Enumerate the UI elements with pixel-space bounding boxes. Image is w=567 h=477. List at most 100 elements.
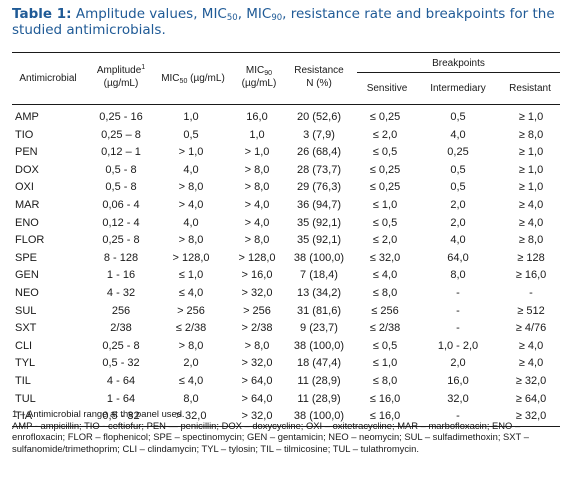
cell-sensitive: ≤ 32,0: [369, 251, 401, 264]
cell-resistance: 38 (100,0): [293, 410, 345, 423]
cell-resistant: ≥ 4,0: [518, 198, 544, 211]
table-row: OXI 0,5 - 8 > 8,0 > 8,0 29 (76,3) ≤ 0,25 0,5 ≥ …: [12, 178, 560, 196]
table-caption: Table 1: Amplitude values, MIC50, MIC90,…: [12, 6, 560, 38]
cell-resistant: ≥ 1,0: [518, 146, 544, 159]
cell-intermediary: 16,0: [447, 374, 469, 387]
cell-antimicrobial: SPE: [15, 251, 38, 264]
cell-intermediary: 0,5: [450, 181, 466, 194]
cell-sensitive: ≤ 0,25: [369, 111, 401, 123]
cell-mic50: > 1,0: [178, 146, 204, 159]
cell-resistant: ≥ 1,0: [518, 111, 544, 123]
cell-resistance: 28 (73,7): [296, 163, 342, 176]
cell-resistant: ≥ 8,0: [518, 128, 544, 141]
cell-antimicrobial: FLOR: [15, 234, 45, 247]
header-resistance-unit: N (%): [306, 78, 332, 89]
table-row: ENO 0,12 - 4 4,0 > 4,0 35 (92,1) ≤ 0,5 2,0 ≥ 4,…: [12, 214, 560, 232]
cell-sensitive: ≤ 8,0: [372, 286, 398, 299]
cell-resistance: 31 (81,6): [296, 304, 342, 317]
cell-resistance: 38 (100,0): [293, 339, 345, 352]
header-mic50-sub: 50: [179, 78, 188, 85]
cell-sensitive: ≤ 1,0: [372, 198, 398, 211]
cell-mic50: > 4,0: [178, 198, 204, 211]
cell-antimicrobial: TYL: [15, 357, 36, 370]
cell-antimicrobial: MAR: [15, 198, 40, 211]
table-row: SXT 2/38 ≤ 2/38 > 2/38 9 (23,7) ≤ 2/38 - ≥ 4/76: [12, 319, 560, 337]
header-sensitive: Sensitive: [366, 83, 408, 94]
cell-antimicrobial: SUL: [15, 304, 37, 317]
cell-mic90: > 32,0: [241, 410, 273, 423]
cell-sensitive: ≤ 16,0: [369, 392, 401, 405]
cell-mic50: ≤ 4,0: [178, 286, 204, 299]
cell-antimicrobial: OXI: [15, 181, 34, 194]
table-row: TIA 0,5 - 32 > 32,0 > 32,0 38 (100,0) ≤ 16,0 -…: [12, 407, 560, 425]
cell-resistance: 11 (28,9): [297, 392, 341, 405]
header-bottom-rule: [12, 104, 560, 105]
cell-amplitude: 0,06 - 4: [102, 198, 140, 211]
cell-mic50: ≤ 4,0: [178, 374, 204, 387]
cell-mic90: > 4,0: [244, 216, 270, 229]
cell-resistant: ≥ 4,0: [518, 339, 544, 352]
cell-mic90: > 64,0: [241, 392, 273, 405]
cell-sensitive: ≤ 0,5: [372, 146, 398, 159]
header-mic90-label: MIC: [245, 65, 265, 76]
cell-resistance: 9 (23,7): [300, 322, 338, 335]
cell-resistant: -: [529, 286, 533, 299]
cell-amplitude: 8 - 128: [103, 251, 139, 264]
cell-mic90: > 1,0: [244, 146, 270, 159]
cell-resistance: 13 (34,2): [296, 286, 342, 299]
footnote-range: 1 – Antimicrobial range at the panel use…: [12, 408, 185, 419]
cell-intermediary: -: [456, 322, 460, 335]
cell-intermediary: -: [456, 410, 460, 423]
table-row: TUL 1 - 64 8,0 > 64,0 11 (28,9) ≤ 16,0 32,0 ≥ 6…: [12, 390, 560, 408]
cell-intermediary: 0,5: [450, 163, 466, 176]
cell-mic90: > 8,0: [244, 234, 270, 247]
cell-mic90: 1,0: [249, 128, 265, 141]
table-row: TIL 4 - 64 ≤ 4,0 > 64,0 11 (28,9) ≤ 8,0 16,0 ≥ …: [12, 372, 560, 390]
cell-resistant: ≥ 16,0: [515, 269, 547, 282]
cell-intermediary: 1,0 - 2,0: [437, 339, 479, 352]
cell-intermediary: 0,25: [447, 146, 469, 159]
cell-resistance: 36 (94,7): [296, 198, 342, 211]
cell-intermediary: -: [456, 286, 460, 299]
cell-mic50: 8,0: [183, 392, 199, 405]
header-mic50: MIC50 (µg/mL): [156, 72, 230, 85]
cell-antimicrobial: CLI: [15, 339, 33, 352]
footnote-abbreviations: AMP - ampicillin; TIO - ceftiofur; PEN —…: [12, 419, 529, 454]
cell-amplitude: 0,25 - 8: [102, 234, 140, 247]
header-mic50-unit: (µg/mL): [190, 73, 225, 84]
cell-mic90: > 16,0: [241, 269, 273, 282]
cell-mic50: > 256: [177, 304, 205, 317]
cell-amplitude: 256: [111, 304, 131, 317]
cell-mic50: > 128,0: [172, 251, 210, 264]
cell-mic50: 2,0: [183, 357, 199, 370]
cell-mic50: ≤ 2/38: [175, 322, 207, 335]
cell-amplitude: 1 - 16: [106, 269, 136, 282]
cell-amplitude: 0,25 - 16: [99, 111, 143, 123]
cell-mic90: > 128,0: [238, 251, 276, 264]
cell-amplitude: 0,12 - 4: [102, 216, 140, 229]
cell-resistant: ≥ 32,0: [515, 374, 547, 387]
table-row: PEN 0,12 – 1 > 1,0 > 1,0 26 (68,4) ≤ 0,5 0,25 ≥…: [12, 143, 560, 161]
header-intermediary: Intermediary: [430, 83, 486, 94]
cell-mic50: > 8,0: [178, 339, 204, 352]
cell-antimicrobial: ENO: [15, 216, 39, 229]
cell-antimicrobial: TUL: [15, 392, 36, 405]
cell-intermediary: -: [456, 304, 460, 317]
cell-intermediary: 2,0: [450, 198, 466, 211]
cell-resistant: ≥ 512: [517, 304, 545, 317]
header-antimicrobial: Antimicrobial: [19, 73, 77, 84]
header-resistant: Resistant: [509, 83, 551, 94]
cell-antimicrobial: TIL: [15, 374, 31, 387]
cell-resistance: 3 (7,9): [303, 128, 335, 141]
caption-sub-50: 50: [226, 13, 238, 23]
caption-sub-90: 90: [271, 13, 283, 23]
cell-resistant: ≥ 4/76: [515, 322, 547, 335]
cell-sensitive: ≤ 2,0: [372, 234, 398, 247]
header-amplitude-unit: (µg/mL): [103, 78, 139, 89]
cell-intermediary: 4,0: [450, 234, 466, 247]
cell-mic90: > 8,0: [244, 339, 270, 352]
cell-mic50: 4,0: [183, 163, 199, 176]
table-bottom-rule: [12, 426, 560, 427]
header-amplitude-label: Amplitude: [96, 65, 142, 76]
cell-intermediary: 2,0: [450, 216, 466, 229]
